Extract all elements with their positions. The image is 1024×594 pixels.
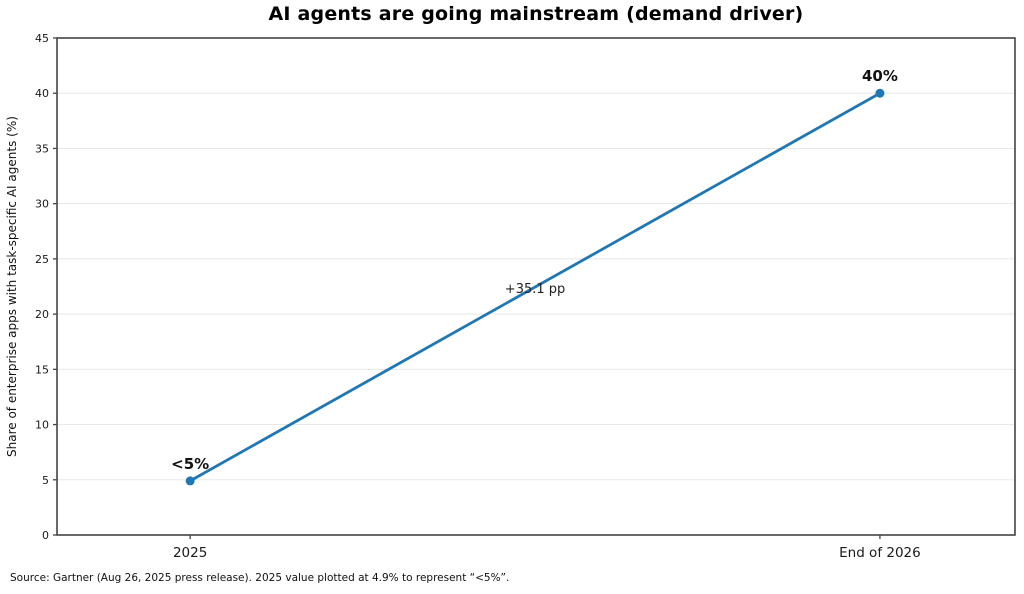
point-label: <5% <box>171 455 209 473</box>
data-point <box>875 88 885 98</box>
y-tick-label: 35 <box>35 142 49 155</box>
y-tick-label: 25 <box>35 253 49 266</box>
x-tick-label: End of 2026 <box>839 545 921 561</box>
y-tick-label: 45 <box>35 32 49 45</box>
y-tick-label: 40 <box>35 87 49 100</box>
y-tick-label: 20 <box>35 308 49 321</box>
delta-annotation: +35.1 pp <box>505 282 565 297</box>
source-note: Source: Gartner (Aug 26, 2025 press rele… <box>10 572 510 584</box>
y-tick-label: 15 <box>35 363 49 376</box>
point-label: 40% <box>862 67 898 85</box>
data-line <box>188 91 882 483</box>
chart-title: AI agents are going mainstream (demand d… <box>268 3 804 25</box>
y-tick-label: 5 <box>42 474 49 487</box>
data-point <box>185 476 195 486</box>
plot-border <box>56 37 1016 536</box>
y-tick-label: 0 <box>42 529 49 542</box>
y-tick-label: 30 <box>35 198 49 211</box>
y-tick-label: 10 <box>35 419 49 432</box>
x-tick-label: 2025 <box>173 545 207 561</box>
